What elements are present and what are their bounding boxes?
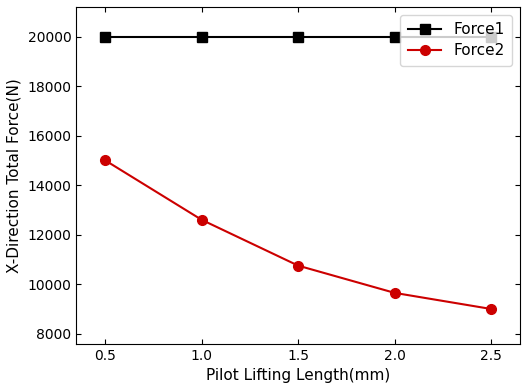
Legend: Force1, Force2: Force1, Force2 bbox=[400, 14, 512, 66]
Force1 bbox=[488, 34, 494, 39]
Force2 bbox=[199, 218, 205, 222]
Force2 bbox=[295, 263, 301, 268]
Line: Force1: Force1 bbox=[101, 32, 496, 41]
Force1 bbox=[295, 34, 301, 39]
Line: Force2: Force2 bbox=[101, 156, 496, 314]
Force1 bbox=[102, 34, 109, 39]
Force2 bbox=[392, 291, 398, 295]
Y-axis label: X-Direction Total Force(N): X-Direction Total Force(N) bbox=[7, 78, 22, 273]
X-axis label: Pilot Lifting Length(mm): Pilot Lifting Length(mm) bbox=[206, 368, 391, 383]
Force2 bbox=[488, 307, 494, 311]
Force1 bbox=[392, 34, 398, 39]
Force2 bbox=[102, 158, 109, 163]
Force1 bbox=[199, 34, 205, 39]
